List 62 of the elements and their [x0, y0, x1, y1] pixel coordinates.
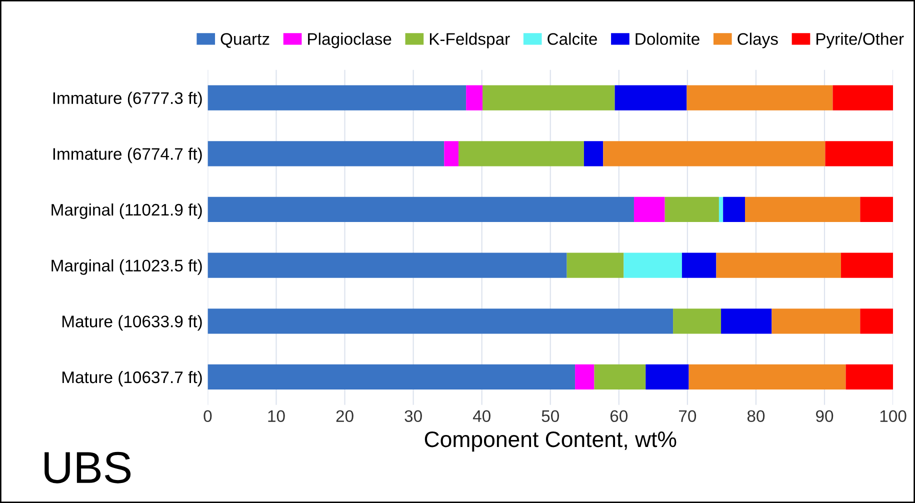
legend-label: Clays — [738, 32, 778, 48]
bar — [840, 252, 894, 278]
y-tick-label: Marginal (11021.9 ft) — [52, 203, 202, 219]
bar — [716, 252, 841, 278]
x-tick-label: 90 — [816, 410, 834, 422]
x-tick-label: 0 — [204, 410, 212, 422]
bar — [208, 252, 567, 278]
bar — [686, 85, 833, 110]
x-tick-label: 40 — [472, 410, 490, 422]
legend-label: Plagioclase — [308, 32, 392, 48]
y-tick-label: Mature (10637.7 ft) — [62, 370, 202, 386]
legend-label: Quartz — [220, 33, 270, 48]
x-tick-label: 80 — [747, 410, 765, 422]
bar — [825, 141, 894, 166]
text: UBS — [44, 452, 131, 484]
y-tick-label: Mature (10633.9 ft) — [62, 315, 202, 331]
bar — [846, 364, 894, 390]
legend-label: Dolomite — [636, 32, 700, 45]
bar — [646, 364, 689, 390]
bar — [208, 308, 674, 334]
x-tick-label: 20 — [336, 410, 354, 422]
bar — [673, 308, 722, 334]
bar — [723, 196, 746, 222]
bar — [575, 364, 594, 390]
bar — [584, 141, 604, 166]
x-axis-title: Component Content, wt% — [424, 431, 676, 452]
legend-label: K-Feldspar — [430, 32, 510, 48]
bar — [634, 196, 665, 222]
legend-label: Pyrite/Other — [816, 32, 904, 48]
bar — [208, 196, 634, 222]
bar — [682, 252, 716, 278]
bar — [466, 85, 483, 110]
legend-label: Calcite — [548, 32, 597, 45]
bar — [772, 308, 860, 334]
bar — [458, 141, 584, 166]
bar — [614, 85, 687, 110]
bar — [745, 196, 860, 222]
y-tick-label: Immature (6777.3 ft) — [53, 92, 202, 108]
bar — [664, 196, 719, 222]
bar — [688, 364, 846, 390]
x-tick-label: 60 — [610, 410, 628, 422]
bar — [718, 196, 724, 222]
x-tick-label: 10 — [268, 410, 285, 422]
bar — [208, 85, 466, 110]
y-tick-label: Marginal (11023.5 ft) — [52, 259, 202, 275]
y-tick-label: Immature (6774.7 ft) — [53, 148, 202, 164]
x-tick-label: 30 — [404, 410, 422, 422]
bar — [624, 252, 682, 278]
x-tick-label: 50 — [542, 410, 559, 422]
bar — [566, 252, 624, 278]
bar — [482, 85, 615, 110]
x-tick-label: 70 — [679, 410, 696, 422]
bar — [721, 308, 772, 334]
bar — [594, 364, 646, 390]
bar — [208, 364, 576, 390]
bar — [832, 85, 894, 110]
bar — [603, 141, 826, 166]
bar — [860, 196, 894, 222]
bar — [208, 141, 444, 166]
x-tick-label: 100 — [880, 410, 906, 422]
bar — [444, 141, 459, 166]
bar — [860, 308, 894, 334]
